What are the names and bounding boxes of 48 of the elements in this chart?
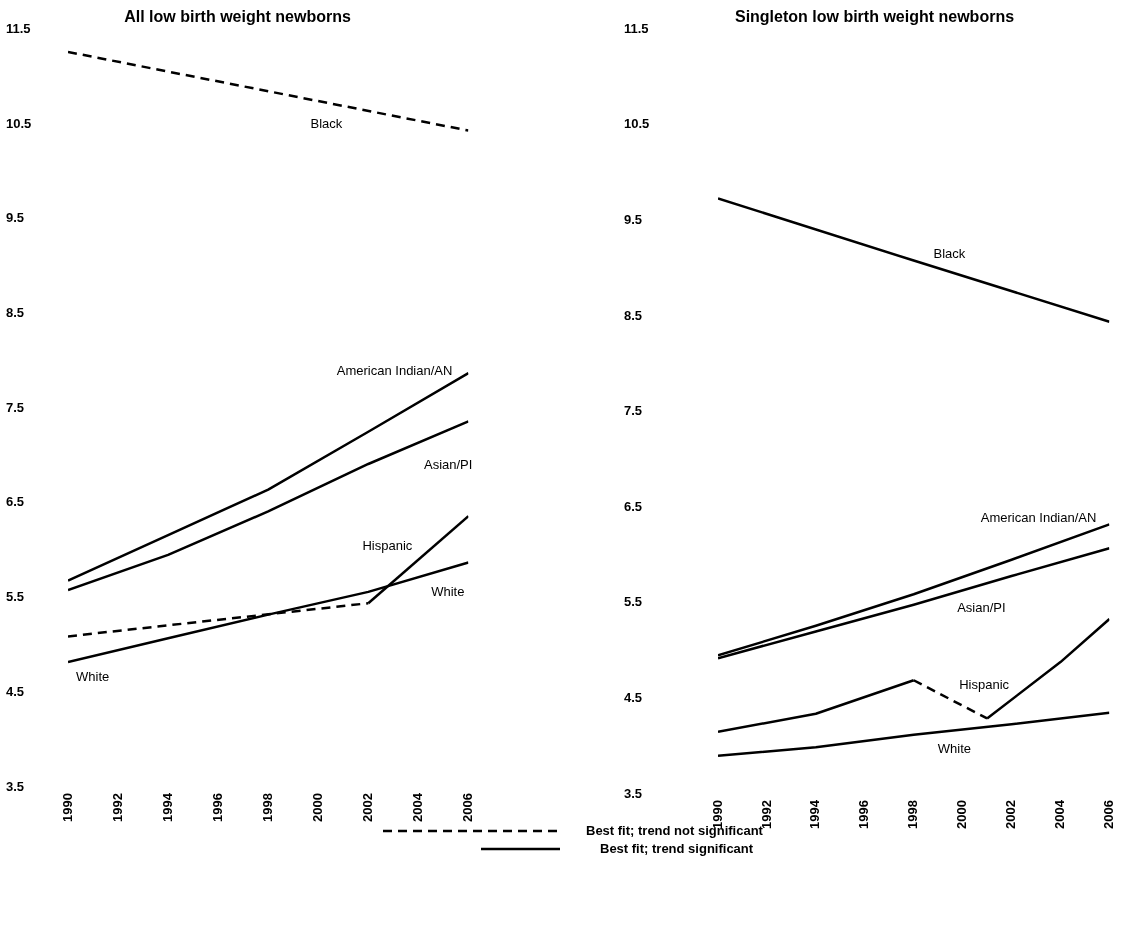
- series-label: White: [76, 668, 110, 684]
- y-tick-label: 4.5: [6, 683, 25, 699]
- y-tick-label: 4.5: [624, 689, 643, 705]
- x-tick-label: 1994: [159, 792, 175, 822]
- x-tick-label: 2002: [359, 793, 375, 822]
- x-tick-label: 2004: [409, 792, 425, 822]
- series-label: Black: [933, 246, 966, 262]
- y-tick-label: 3.5: [6, 778, 25, 794]
- x-tick-label: 1994: [807, 799, 823, 829]
- y-tick-label: 9.5: [624, 211, 643, 227]
- series-label: Asian/PI: [957, 599, 1006, 615]
- y-tick-label: 7.5: [6, 399, 25, 415]
- chart-title: Singleton low birth weight newborns: [734, 8, 1015, 26]
- y-tick-label: 8.5: [6, 304, 25, 320]
- x-tick-label: 1996: [856, 800, 872, 829]
- text: White: [431, 584, 465, 600]
- y-tick-label: 10.5: [624, 116, 650, 132]
- x-tick-label: 1998: [905, 800, 921, 829]
- series-label: Hispanic: [362, 537, 413, 553]
- x-tick-label: 2000: [954, 800, 970, 829]
- series-label: White: [937, 741, 972, 757]
- y-tick-label: 10.5: [6, 115, 32, 131]
- x-tick-label: 1998: [259, 793, 275, 822]
- y-tick-label: 9.5: [6, 210, 25, 226]
- x-tick-label: 2006: [459, 793, 475, 822]
- series-label: Asian/PI: [423, 456, 473, 472]
- x-tick-label: 1990: [59, 793, 75, 822]
- x-tick-label: 2000: [309, 793, 325, 822]
- y-tick-label: 8.5: [624, 307, 643, 323]
- y-tick-label: 5.5: [6, 589, 25, 605]
- x-tick-label: 2002: [1003, 800, 1019, 829]
- series-label: Black: [310, 116, 343, 132]
- legend-label: Best fit; trend significant: [600, 841, 754, 856]
- y-tick-label: 3.5: [624, 785, 643, 801]
- series-label: American Indian/AN: [980, 509, 1097, 525]
- chart-title: All low birth weight newborns: [124, 8, 351, 26]
- y-tick-label: 5.5: [624, 594, 643, 610]
- x-tick-label: 1992: [109, 793, 125, 822]
- y-tick-label: 11.5: [6, 20, 31, 36]
- series-label: Hispanic: [959, 677, 1010, 693]
- y-tick-label: 7.5: [624, 403, 643, 419]
- y-tick-label: 6.5: [624, 498, 643, 514]
- y-tick-label: 6.5: [6, 494, 25, 510]
- y-tick-label: 11.5: [624, 20, 649, 36]
- x-tick-label: 2006: [1100, 800, 1116, 829]
- x-tick-label: 2004: [1052, 799, 1068, 829]
- x-tick-label: 1996: [209, 793, 225, 822]
- series-label: American Indian/AN: [336, 362, 453, 378]
